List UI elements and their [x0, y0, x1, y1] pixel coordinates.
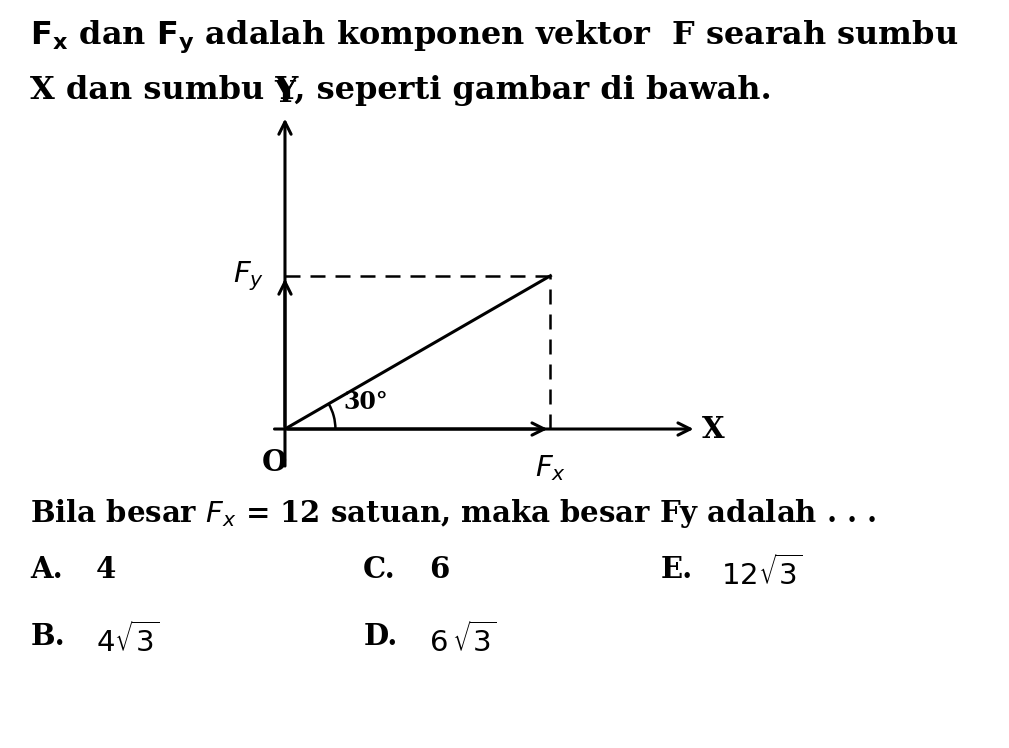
Text: X: X [701, 414, 724, 444]
Text: D.: D. [363, 622, 398, 652]
Text: B.: B. [30, 622, 65, 652]
Text: O: O [261, 447, 287, 476]
Text: $6\,\sqrt{3}$: $6\,\sqrt{3}$ [429, 622, 496, 658]
Text: $\mathbf{F_x}$ dan $\mathbf{F_y}$ adalah komponen vektor  F searah sumbu: $\mathbf{F_x}$ dan $\mathbf{F_y}$ adalah… [30, 19, 959, 55]
Text: 30°: 30° [343, 390, 388, 414]
Text: A.: A. [30, 555, 63, 584]
Text: X dan sumbu Y, seperti gambar di bawah.: X dan sumbu Y, seperti gambar di bawah. [30, 75, 772, 105]
Text: Y: Y [274, 79, 296, 108]
Text: Bila besar $F_x$ = 12 satuan, maka besar Fy adalah . . .: Bila besar $F_x$ = 12 satuan, maka besar… [30, 497, 877, 530]
Text: $12\sqrt{3}$: $12\sqrt{3}$ [721, 555, 803, 591]
Text: $F_x$: $F_x$ [535, 453, 566, 482]
Text: C.: C. [363, 555, 396, 584]
Text: 4: 4 [96, 555, 116, 584]
Text: E.: E. [661, 555, 693, 584]
Text: $4\sqrt{3}$: $4\sqrt{3}$ [96, 622, 159, 658]
Text: 6: 6 [429, 555, 449, 584]
Text: $F_y$: $F_y$ [233, 259, 263, 292]
